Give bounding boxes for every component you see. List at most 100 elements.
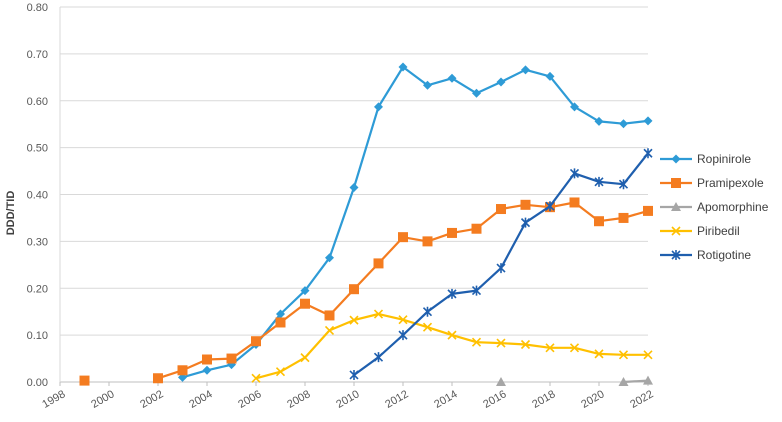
x-tick-label: 2016 [481, 388, 508, 411]
legend-label: Rotigotine [697, 248, 751, 262]
data-point-x [275, 367, 286, 377]
data-point-triangle [618, 377, 629, 386]
data-point-star [496, 263, 506, 274]
data-point-diamond [423, 80, 432, 90]
data-point-x [594, 349, 604, 359]
y-axis-title: DDD/TID [5, 191, 17, 236]
data-point-triangle [671, 202, 681, 211]
x-tick-label: 2008 [285, 388, 312, 411]
data-point-diamond [398, 62, 408, 72]
data-point-diamond [472, 88, 481, 98]
series-line [157, 201, 649, 380]
data-point-diamond [325, 253, 334, 263]
data-point-x [422, 322, 433, 332]
legend-item-pramipexole: Pramipexole [660, 176, 764, 190]
series-line [182, 65, 649, 379]
data-point-x [618, 350, 629, 360]
data-point-square [226, 353, 237, 364]
data-point-diamond [349, 182, 359, 192]
data-point-x [324, 325, 335, 336]
y-tick-label: 0.50 [27, 143, 48, 155]
x-tick-label: 2004 [187, 388, 214, 411]
data-point-star [422, 306, 433, 317]
data-point-square [671, 178, 681, 188]
data-point-diamond [496, 77, 506, 87]
data-point-square [520, 199, 531, 210]
legend: Ropinirole Pramipexole Apomorphine Piribedi… [660, 152, 769, 262]
data-point-diamond [545, 71, 555, 81]
y-tick-label: 0.20 [27, 283, 48, 295]
data-point-x [398, 315, 408, 325]
data-point-diamond [202, 365, 212, 375]
data-point-square [398, 232, 408, 243]
x-tick-label: 2014 [432, 388, 459, 411]
data-point-x [496, 338, 506, 348]
data-point-star [373, 352, 384, 363]
x-tick-label: 2020 [579, 388, 606, 411]
x-tick-label: 2010 [334, 388, 361, 411]
data-point-x [520, 339, 531, 350]
data-point-square [496, 204, 506, 215]
data-point-square [618, 212, 629, 223]
series-rotigotine [349, 148, 653, 380]
data-point-triangle [643, 375, 653, 385]
series-apomorphine [496, 375, 653, 386]
legend-item-piribedil: Piribedil [660, 224, 740, 238]
x-tick-label: 2002 [138, 388, 165, 411]
data-point-star [643, 148, 653, 159]
data-point-star [671, 250, 681, 260]
data-point-square [422, 236, 433, 247]
y-tick-label: 0.10 [27, 330, 48, 342]
x-tick-label: 2022 [628, 388, 655, 411]
legend-label: Piribedil [697, 224, 740, 238]
data-point-star [520, 217, 531, 228]
data-point-x [545, 343, 555, 353]
data-point-star [594, 176, 604, 187]
data-point-triangle [496, 377, 506, 386]
data-point-x [471, 337, 482, 347]
data-point-diamond [570, 102, 579, 112]
series-line [623, 379, 649, 384]
data-point-diamond [619, 119, 628, 129]
data-point-square [569, 197, 580, 208]
y-tick-label: 0.40 [27, 190, 48, 202]
legend-label: Ropinirole [697, 152, 751, 166]
x-tick-label: 1998 [40, 388, 67, 411]
data-point-diamond [374, 102, 383, 112]
data-point-square [594, 216, 604, 227]
data-point-square [79, 375, 90, 386]
x-tick-label: 2006 [236, 388, 263, 411]
data-point-star [447, 288, 457, 299]
data-point-square [177, 365, 188, 376]
data-point-square [251, 336, 261, 347]
series-ropinirole [178, 62, 653, 382]
data-point-square [643, 205, 653, 216]
y-tick-label: 0.70 [27, 49, 48, 61]
series-piribedil [251, 309, 653, 383]
data-point-x [671, 226, 681, 236]
data-point-x [569, 343, 580, 353]
data-point-square [349, 284, 359, 295]
data-point-diamond [300, 286, 310, 296]
data-point-x [300, 353, 310, 363]
legend-item-ropinirole: Ropinirole [660, 152, 751, 166]
data-point-x [349, 315, 359, 325]
data-point-square [275, 317, 286, 328]
data-point-star [398, 330, 408, 341]
data-point-star [569, 168, 580, 179]
data-point-square [300, 298, 310, 309]
series-pramipexole [79, 197, 653, 386]
data-point-square [471, 223, 482, 234]
data-point-square [324, 310, 335, 321]
data-point-x [447, 330, 457, 340]
data-point-square [447, 227, 457, 238]
data-point-square [202, 354, 212, 365]
x-tick-label: 2018 [530, 388, 557, 411]
data-point-star [349, 369, 359, 380]
data-point-diamond [447, 73, 457, 83]
y-tick-label: 0.80 [27, 2, 48, 14]
series-line [255, 312, 648, 380]
gridlines [60, 6, 648, 383]
